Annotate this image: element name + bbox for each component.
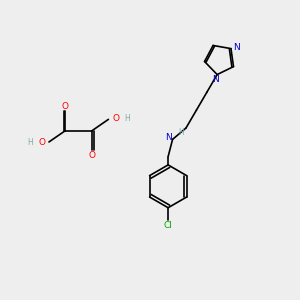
Text: O: O bbox=[88, 151, 95, 160]
Text: O: O bbox=[38, 138, 45, 147]
Text: N: N bbox=[212, 75, 218, 84]
Text: N: N bbox=[233, 43, 240, 52]
Text: Cl: Cl bbox=[164, 221, 172, 230]
Text: N: N bbox=[165, 134, 172, 142]
Text: O: O bbox=[112, 114, 119, 123]
Text: H: H bbox=[178, 128, 184, 137]
Text: H: H bbox=[124, 114, 130, 123]
Text: O: O bbox=[62, 102, 69, 111]
Text: H: H bbox=[28, 138, 33, 147]
